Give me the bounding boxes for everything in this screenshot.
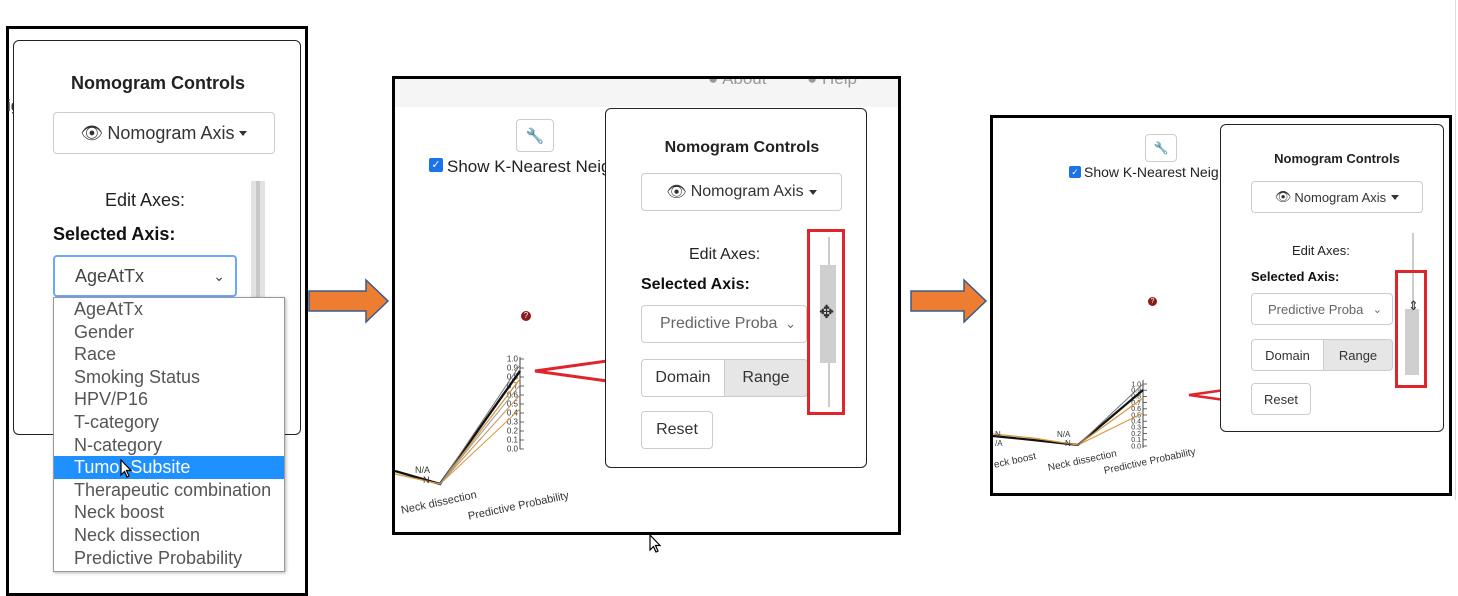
dropdown-option[interactable]: Predictive Probability [74, 547, 243, 568]
axis-select[interactable]: AgeAtTx ⌄ [53, 255, 237, 297]
edit-axes-heading: Edit Axes: [689, 246, 761, 263]
left-na-label: /A [995, 439, 1003, 448]
panel-title: Nomogram Controls [70, 73, 245, 93]
tick-label: 0.8 [507, 373, 519, 382]
edge-line [1455, 0, 1456, 500]
reset-button[interactable]: Reset [1251, 383, 1311, 415]
tick-label: 0.0 [507, 445, 519, 454]
chevron-down-icon: ⌄ [213, 267, 225, 284]
eye-icon: 👁 [80, 122, 104, 143]
dropdown-option[interactable]: AgeAtTx [74, 299, 144, 319]
knn-label: Show K-Nearest Neig [447, 157, 611, 176]
nomogram-plot: 1.00.90.80.70.60.50.40.30.20.10.0 [395, 355, 524, 486]
panel-title: Nomogram Controls [1274, 151, 1400, 166]
selected-axis-label: Selected Axis: [1251, 269, 1340, 284]
nomogram-controls-panel: Nomogram Controls 👁 Nomogram Axis Edit A… [1220, 124, 1444, 432]
eye-icon: 👁 [1274, 189, 1292, 204]
tick-label: 0.3 [507, 418, 519, 427]
selected-axis-label: Selected Axis: [641, 276, 750, 293]
chevron-down-icon [1391, 194, 1400, 200]
mouse-cursor-icon [120, 459, 133, 478]
nomogram-plot: 1.00.90.80.70.60.50.40.30.20.10.0 [993, 380, 1147, 450]
range-slider-handle[interactable] [1405, 309, 1419, 375]
tick-label: 0.9 [507, 364, 519, 373]
wrench-button[interactable]: 🔧 [1145, 134, 1177, 162]
wrench-icon: 🔧 [1153, 141, 1169, 155]
range-button[interactable]: Range [724, 359, 808, 397]
tick-label: 0.7 [507, 382, 519, 391]
na-label: N/A [1057, 430, 1071, 439]
tick-label: 0.1 [507, 436, 519, 445]
tick-label: 0.6 [507, 391, 519, 400]
tick-label: 0.5 [507, 400, 519, 409]
highlight-box [1395, 270, 1427, 388]
dropdown-option[interactable]: T-category [74, 411, 160, 432]
range-slider-handle[interactable] [820, 265, 836, 363]
nomogram-axis-button[interactable]: 👁 Nomogram Axis [53, 112, 275, 154]
knn-checkbox[interactable]: ✓ [429, 158, 443, 172]
eye-icon: 👁 [666, 184, 687, 201]
tick-label: 0.3 [1131, 425, 1141, 432]
tick-label: 1.0 [1131, 381, 1141, 388]
axis-range-slider[interactable] [251, 181, 265, 301]
dropdown-option[interactable]: Race [74, 344, 117, 365]
tick-label: 0.2 [507, 427, 519, 436]
tick-label: 0.6 [1131, 406, 1141, 413]
left-n-label: N [995, 430, 1001, 439]
axis-dropdown-list[interactable]: AgeAtTx Gender Race Smoking Status HPV/P16 T-… [53, 297, 285, 572]
nomogram-controls-panel: Nomogram Controls 👁 Nomogram Axis Edit A… [605, 108, 867, 468]
tick-label: 1.0 [507, 355, 519, 364]
help-icon[interactable]: ? [521, 311, 531, 321]
n-label: N [1065, 439, 1071, 448]
help-link[interactable]: ● Help [807, 76, 857, 88]
tick-label: 0.8 [1131, 394, 1141, 401]
dropdown-option[interactable]: Gender [74, 321, 135, 342]
tick-label: 0.2 [1131, 431, 1141, 438]
selected-axis-label: Selected Axis: [53, 224, 176, 244]
na-label: N/A [415, 465, 431, 475]
step2-frame: ● About ● Help 🔧 ✓ Show K-Nearest Neig 1… [392, 76, 901, 535]
chevron-down-icon [239, 130, 248, 136]
edit-axes-heading: Edit Axes: [1292, 243, 1350, 258]
mouse-cursor-icon [649, 534, 662, 553]
panel-title: Nomogram Controls [664, 139, 820, 156]
range-slider[interactable] [1412, 233, 1414, 375]
tick-label: 0.4 [1131, 419, 1141, 426]
dropdown-option[interactable]: HPV/P16 [74, 389, 149, 410]
domain-button[interactable]: Domain [641, 359, 725, 397]
about-link[interactable]: ● About [708, 76, 767, 88]
axis-select[interactable]: Predictive Proba ⌄ [1251, 293, 1393, 325]
tick-label: 0.1 [1131, 437, 1141, 444]
step3-frame: 🔧 ✓ Show K-Nearest Neig ? 1.0 0.9 0.8 0.7 0.… [990, 115, 1452, 496]
n-label: N [423, 475, 430, 485]
nomogram-axis-button[interactable]: 👁 Nomogram Axis [641, 173, 842, 211]
knn-label: Show K-Nearest Neig [1084, 164, 1219, 180]
domain-button[interactable]: Domain [1251, 339, 1324, 371]
tick-label: 0.0 [1131, 443, 1141, 450]
reset-button[interactable]: Reset [641, 411, 713, 449]
orange-arrow-icon [308, 278, 390, 324]
dropdown-option[interactable]: Tumor Subsite [54, 456, 284, 479]
orange-arrow-icon [910, 278, 988, 324]
resize-cursor-icon: ⇕ [1408, 298, 1419, 313]
chevron-down-icon [808, 189, 817, 195]
dropdown-option[interactable]: Therapeutic combination [74, 479, 272, 500]
wrench-icon: 🔧 [525, 127, 545, 145]
dropdown-option[interactable]: Neck dissection [74, 524, 201, 545]
dropdown-option[interactable]: Smoking Status [74, 366, 201, 387]
range-button[interactable]: Range [1323, 339, 1393, 371]
highlight-box [807, 229, 845, 415]
chevron-down-icon: ⌄ [785, 316, 796, 331]
knn-checkbox[interactable]: ✓ [1069, 166, 1081, 178]
dropdown-option[interactable]: Neck boost [74, 502, 165, 523]
chevron-down-icon: ⌄ [1372, 303, 1382, 316]
help-icon[interactable]: ? [1148, 297, 1157, 306]
tick-label: 0.4 [507, 409, 519, 418]
move-cursor-icon: ✥ [819, 302, 835, 322]
wrench-button[interactable]: 🔧 [516, 119, 554, 152]
edit-axes-heading: Edit Axes: [105, 190, 186, 210]
nomogram-axis-button[interactable]: 👁 Nomogram Axis [1251, 181, 1423, 213]
dropdown-option[interactable]: N-category [74, 434, 163, 455]
axis-select[interactable]: Predictive Proba ⌄ [641, 305, 807, 343]
